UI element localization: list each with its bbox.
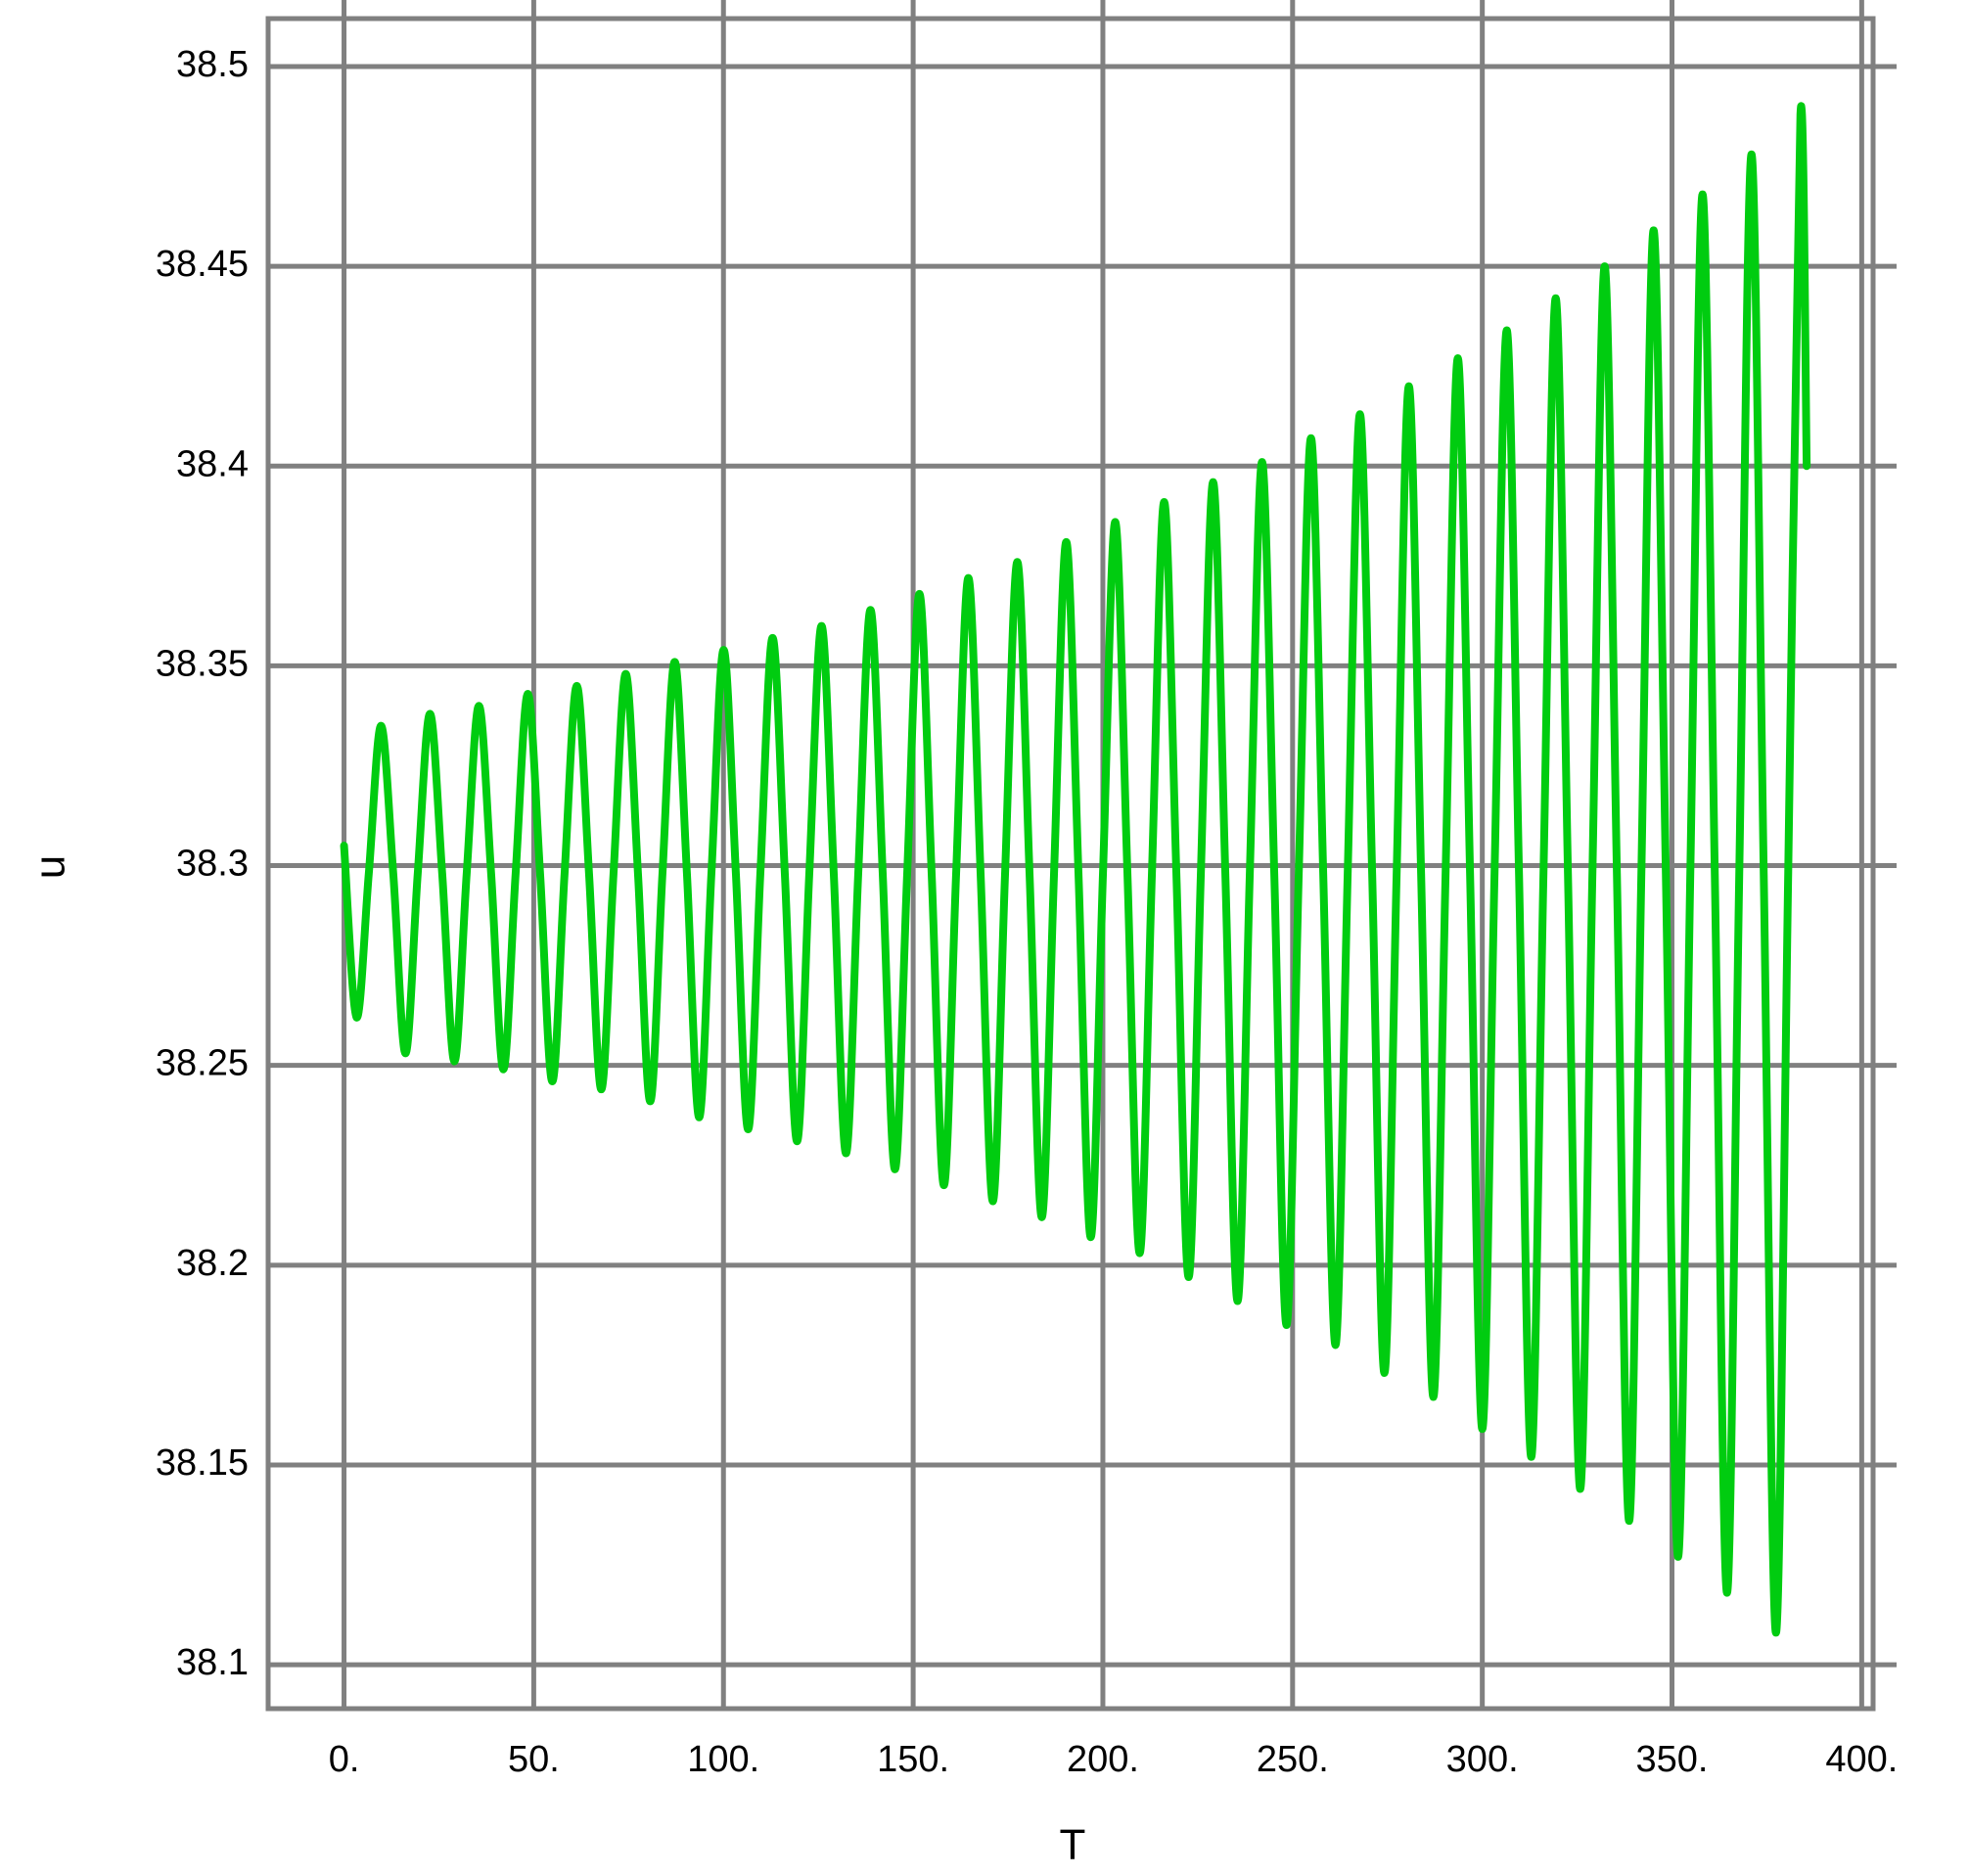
x-tick-label: 200. (1067, 1739, 1139, 1780)
y-tick-label: 38.4 (176, 443, 249, 484)
y-tick-label: 38.25 (156, 1043, 249, 1084)
y-tick-label: 38.5 (176, 44, 249, 85)
x-tick-label: 150. (877, 1739, 949, 1780)
y-tick-label: 38.2 (176, 1243, 249, 1284)
x-tick-label: 0. (329, 1739, 360, 1780)
y-axis-label: u (26, 855, 74, 879)
y-tick-label: 38.35 (156, 643, 249, 684)
x-tick-label: 350. (1636, 1739, 1709, 1780)
y-tick-label: 38.15 (156, 1442, 249, 1484)
x-axis-label: T (1060, 1821, 1086, 1869)
x-tick-label: 300. (1446, 1739, 1519, 1780)
x-tick-label: 50. (508, 1739, 560, 1780)
y-tick-label: 38.3 (176, 844, 249, 885)
x-tick-label: 250. (1257, 1739, 1329, 1780)
x-tick-label: 100. (687, 1739, 759, 1780)
y-tick-label: 38.45 (156, 244, 249, 285)
x-tick-label: 400. (1825, 1739, 1898, 1780)
data-line (340, 102, 1811, 1637)
y-tick-label: 38.1 (176, 1642, 249, 1683)
